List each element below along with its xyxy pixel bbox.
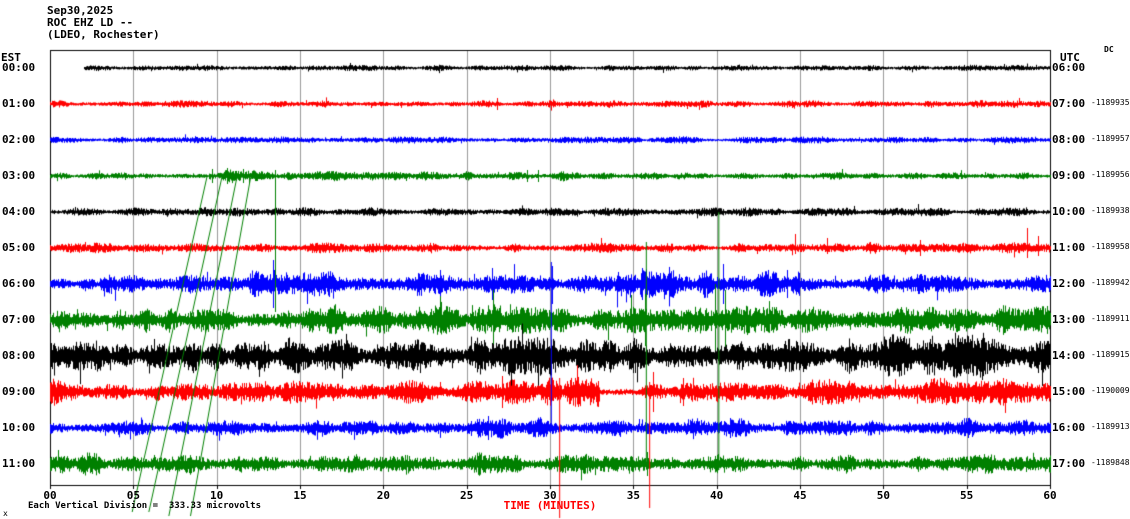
est-time-label: 09:00 bbox=[2, 385, 36, 398]
station-label: ROC EHZ LD -- bbox=[47, 16, 134, 29]
trace-count-label: -1189942 bbox=[1091, 278, 1130, 287]
trace-count-label: -1189935 bbox=[1091, 98, 1130, 107]
x-axis-title: TIME (MINUTES) bbox=[503, 499, 597, 512]
footer-marker: x bbox=[3, 509, 8, 518]
utc-time-label: 07:00 bbox=[1052, 97, 1086, 110]
est-time-label: 08:00 bbox=[2, 349, 36, 362]
est-time-label: 07:00 bbox=[2, 313, 36, 326]
utc-time-label: 16:00 bbox=[1052, 421, 1086, 434]
dc-label: DC bbox=[1104, 45, 1114, 54]
est-time-label: 05:00 bbox=[2, 241, 36, 254]
x-tick-label: 35 bbox=[626, 489, 640, 502]
trace-count-label: -1189938 bbox=[1091, 206, 1130, 215]
location-label: (LDEO, Rochester) bbox=[47, 28, 160, 41]
x-tick-label: 60 bbox=[1043, 489, 1057, 502]
utc-time-label: 11:00 bbox=[1052, 241, 1086, 254]
x-tick-label: 10 bbox=[210, 489, 224, 502]
x-tick-label: 05 bbox=[126, 489, 140, 502]
utc-time-label: 09:00 bbox=[1052, 169, 1086, 182]
trace-count-label: -1189911 bbox=[1091, 314, 1130, 323]
left-axis-title: EST bbox=[1, 51, 21, 64]
utc-time-label: 17:00 bbox=[1052, 457, 1086, 470]
est-time-label: 01:00 bbox=[2, 97, 36, 110]
est-time-label: 03:00 bbox=[2, 169, 36, 182]
x-tick-label: 15 bbox=[293, 489, 307, 502]
right-axis-title: UTC bbox=[1060, 51, 1080, 64]
utc-time-label: 13:00 bbox=[1052, 313, 1086, 326]
trace-count-label: -1189957 bbox=[1091, 134, 1130, 143]
utc-time-label: 15:00 bbox=[1052, 385, 1086, 398]
est-time-label: 11:00 bbox=[2, 457, 36, 470]
x-tick-label: 55 bbox=[960, 489, 974, 502]
trace-count-label: -1190009 bbox=[1091, 386, 1130, 395]
est-time-label: 06:00 bbox=[2, 277, 36, 290]
x-tick-label: 40 bbox=[710, 489, 724, 502]
x-tick-label: 30 bbox=[543, 489, 557, 502]
x-tick-label: 45 bbox=[793, 489, 807, 502]
x-tick-label: 00 bbox=[43, 489, 57, 502]
utc-time-label: 14:00 bbox=[1052, 349, 1086, 362]
x-tick-label: 25 bbox=[460, 489, 474, 502]
utc-time-label: 08:00 bbox=[1052, 133, 1086, 146]
scale-note: Each Vertical Division = 333.33 microvol… bbox=[28, 501, 261, 511]
trace-count-label: -1189915 bbox=[1091, 350, 1130, 359]
est-time-label: 00:00 bbox=[2, 61, 36, 74]
utc-time-label: 06:00 bbox=[1052, 61, 1086, 74]
trace-count-label: -1189913 bbox=[1091, 422, 1130, 431]
x-tick-label: 50 bbox=[876, 489, 890, 502]
trace-count-label: -1189956 bbox=[1091, 170, 1130, 179]
est-time-label: 10:00 bbox=[2, 421, 36, 434]
trace-count-label: -1189958 bbox=[1091, 242, 1130, 251]
utc-time-label: 12:00 bbox=[1052, 277, 1086, 290]
utc-time-label: 10:00 bbox=[1052, 205, 1086, 218]
est-time-label: 02:00 bbox=[2, 133, 36, 146]
est-time-label: 04:00 bbox=[2, 205, 36, 218]
x-tick-label: 20 bbox=[376, 489, 390, 502]
date-label: Sep30,2025 bbox=[47, 4, 114, 17]
trace-count-label: -1189848 bbox=[1091, 458, 1130, 467]
